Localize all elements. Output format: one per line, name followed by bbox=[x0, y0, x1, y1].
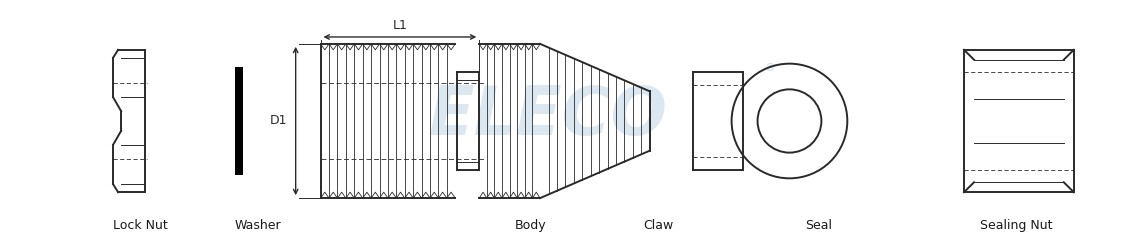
Text: Washer: Washer bbox=[234, 219, 281, 232]
Text: ELECO: ELECO bbox=[428, 83, 667, 149]
Text: Sealing Nut: Sealing Nut bbox=[980, 219, 1053, 232]
Text: Seal: Seal bbox=[806, 219, 832, 232]
Text: Lock Nut: Lock Nut bbox=[113, 219, 168, 232]
Bar bbox=[235, 67, 243, 175]
Text: L1: L1 bbox=[393, 19, 407, 32]
Text: Body: Body bbox=[515, 219, 547, 232]
Text: ®: ® bbox=[764, 63, 775, 73]
Text: Claw: Claw bbox=[644, 219, 673, 232]
Text: D1: D1 bbox=[270, 114, 288, 127]
